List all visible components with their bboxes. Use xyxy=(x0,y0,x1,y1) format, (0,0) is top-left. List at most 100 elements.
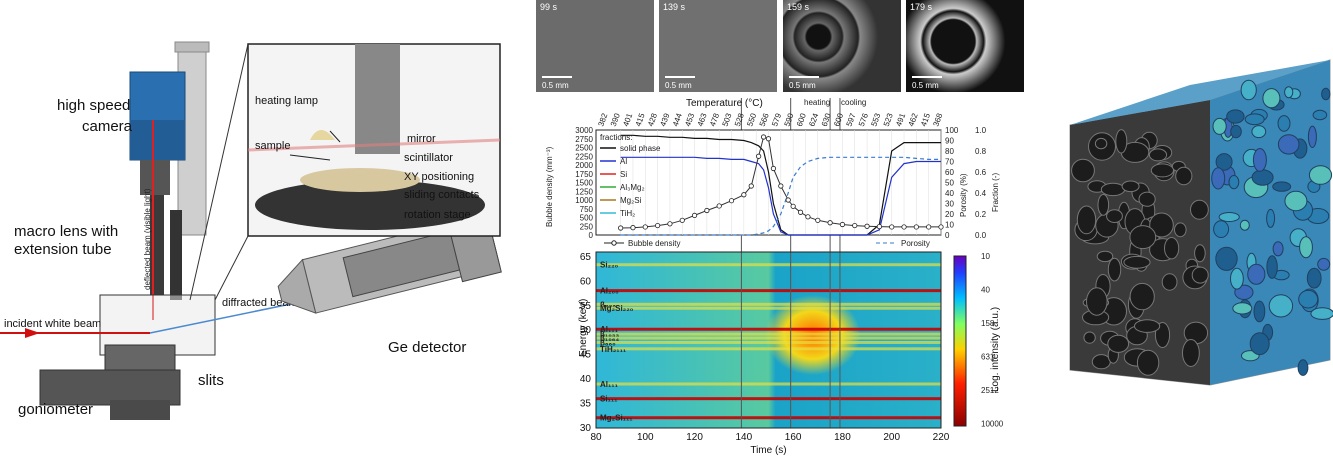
foam-bubble xyxy=(1249,332,1270,356)
heatmap-peak-band xyxy=(596,263,941,267)
foam-bubble xyxy=(1215,153,1233,171)
energy-tick: 40 xyxy=(580,374,592,385)
foam-bubble xyxy=(1230,267,1244,290)
fraction-axis-label: Fraction (-) xyxy=(991,173,1000,212)
legend-entry: Si xyxy=(620,170,627,179)
micrograph-3: 159 s 0.5 mm xyxy=(783,0,901,92)
bubble-density-point xyxy=(741,192,747,198)
peak-label: β₈₈₆ xyxy=(600,300,616,309)
foam-bubble xyxy=(1247,263,1266,285)
foam-cell xyxy=(1071,158,1095,183)
colorbar-tick: 10 xyxy=(981,252,990,261)
peak-label: Al₁₁₁ xyxy=(600,325,619,334)
legend-title: fractions: xyxy=(600,133,632,142)
peak-label: Al₂₀₀ xyxy=(600,287,619,296)
energy-tick: 30 xyxy=(580,423,592,434)
foam-cell xyxy=(1194,244,1206,263)
temperature-tick: 566 xyxy=(758,112,771,128)
bubble-density-tick: 1500 xyxy=(575,179,593,188)
bubble-density-point xyxy=(756,153,762,159)
heatmap-peak-band xyxy=(596,327,941,331)
foam-cell xyxy=(1190,199,1209,220)
bubble-density-point xyxy=(805,214,811,220)
foam-cell xyxy=(1181,339,1200,367)
rotation-stage-label: rotation stage xyxy=(404,209,471,221)
foam-bubble xyxy=(1307,125,1317,149)
foam-cell xyxy=(1107,334,1130,353)
temperature-tick: 439 xyxy=(658,112,671,128)
bubble-density-tick: 2750 xyxy=(575,135,593,144)
legend-entry: Mg₂Si xyxy=(620,196,642,205)
foam-cell xyxy=(1121,180,1140,193)
energy-axis-label: Energy (keV) xyxy=(578,299,589,357)
heatmap-peak-band xyxy=(596,382,941,386)
micrograph-4: 179 s 0.5 mm xyxy=(906,0,1024,92)
colorbar-tick: 631 xyxy=(981,353,995,362)
camera-label-2: camera xyxy=(82,118,133,135)
scintillator-label: scintillator xyxy=(404,152,453,164)
bubble-density-point xyxy=(785,197,791,203)
temperature-tick: 462 xyxy=(907,112,920,128)
peak-label: TiH₂₁₁₁ xyxy=(600,345,627,354)
porosity-tick: 0 xyxy=(945,231,950,240)
foam-cell xyxy=(1148,148,1168,162)
bubble-density-point xyxy=(630,225,636,231)
setup-diagram: deflected beam (visible light) incident … xyxy=(0,41,502,420)
camera-label-1: high speed xyxy=(57,97,130,114)
bubble-density-point xyxy=(790,203,796,209)
foam-bubble xyxy=(1284,190,1308,212)
porosity-tick: 100 xyxy=(945,126,959,135)
bubble-density-point xyxy=(852,222,858,229)
bubble-density-point xyxy=(827,220,833,226)
bubble-density-point xyxy=(770,165,777,172)
temperature-tick: 390 xyxy=(609,112,622,128)
temperature-tick: 453 xyxy=(683,112,696,128)
foam-cell xyxy=(1161,273,1178,291)
foam-bubble xyxy=(1317,257,1331,271)
porosity-tick: 30 xyxy=(945,200,954,209)
fraction-tick: 0.2 xyxy=(975,210,987,219)
bubble-density-axis-label: Bubble density (mm⁻³) xyxy=(545,146,554,227)
bubble-density-point xyxy=(691,212,698,219)
colorbar-tick: 40 xyxy=(981,286,990,295)
heatmap-peak-band xyxy=(596,302,941,306)
foam-bubble xyxy=(1272,241,1284,257)
bubble-density-tick: 1250 xyxy=(575,187,593,196)
porosity-tick: 50 xyxy=(945,179,954,188)
ge-detector-label: Ge detector xyxy=(388,339,466,356)
foam-bubble xyxy=(1277,134,1300,155)
temperature-axis-label: Temperature (°C) xyxy=(686,98,763,109)
temperature-tick: 597 xyxy=(845,112,858,128)
foam-bubble xyxy=(1308,165,1333,185)
temperature-tick: 415 xyxy=(919,112,932,128)
bubble-density-point xyxy=(748,183,754,189)
fraction-tick: 0.6 xyxy=(975,168,987,177)
heating-label: heating xyxy=(804,98,830,107)
foam-bubble xyxy=(1312,109,1328,121)
slits-label: slits xyxy=(198,372,224,389)
legend-porosity-label: Porosity xyxy=(901,239,930,248)
foam-bubble xyxy=(1298,289,1319,309)
temperature-tick: 491 xyxy=(894,112,907,128)
porosity-tick: 80 xyxy=(945,147,954,156)
legend-entry: solid phase xyxy=(620,144,661,153)
foam-cell xyxy=(1149,212,1174,238)
foam-cell xyxy=(1094,137,1108,150)
energy-tick: 35 xyxy=(580,399,592,410)
bubble-density-point xyxy=(797,209,804,215)
foam-bubble xyxy=(1213,220,1230,239)
legend-entry: TiH₂ xyxy=(620,209,635,218)
micrograph-1: 99 s 0.5 mm xyxy=(536,0,654,92)
foam-bubble xyxy=(1240,79,1257,101)
legend-bubble-label: Bubble density xyxy=(628,239,680,248)
peak-label: β₁₀₆₄ xyxy=(600,334,619,343)
bubble-density-tick: 0 xyxy=(589,231,594,240)
fraction-tick: 0.4 xyxy=(975,189,987,198)
bubble-density-point xyxy=(913,224,919,230)
colorbar xyxy=(953,255,967,427)
foam-cell xyxy=(1106,209,1123,224)
time-tick: 160 xyxy=(785,432,802,443)
foam-cell xyxy=(1091,354,1111,370)
foam-bubble xyxy=(1211,167,1226,190)
foam-cell xyxy=(1191,266,1209,284)
